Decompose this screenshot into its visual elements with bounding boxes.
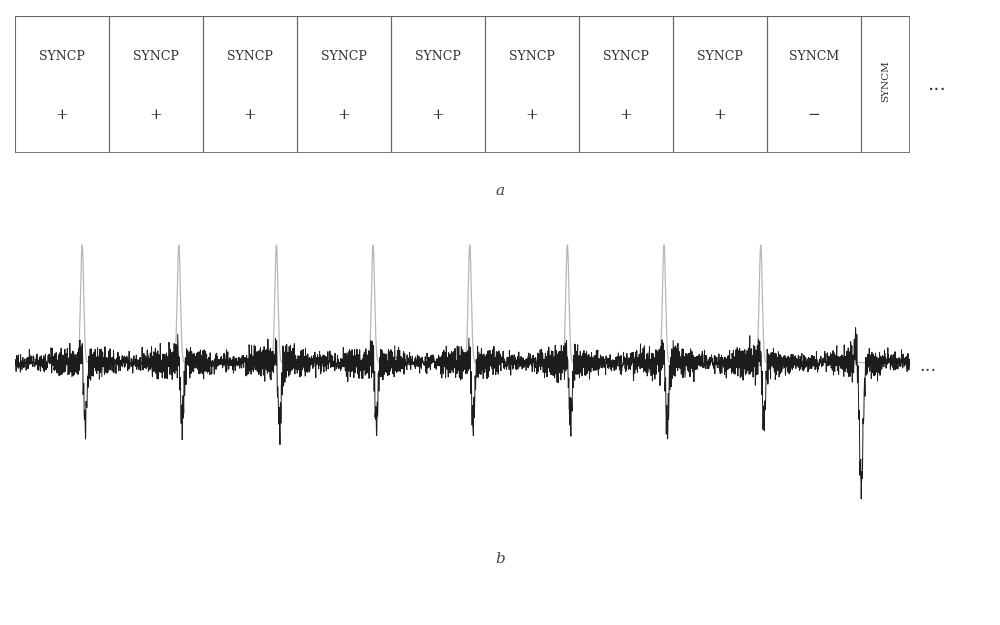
Text: +: + bbox=[338, 107, 350, 122]
Text: SYNCP: SYNCP bbox=[321, 51, 367, 63]
Text: SYNCM: SYNCM bbox=[789, 51, 839, 63]
Text: ...: ... bbox=[919, 357, 936, 374]
Text: SYNCP: SYNCP bbox=[39, 51, 85, 63]
Bar bbox=[391, 16, 485, 153]
Bar bbox=[109, 16, 203, 153]
Text: SYNCP: SYNCP bbox=[697, 51, 743, 63]
Text: +: + bbox=[56, 107, 68, 122]
Text: +: + bbox=[526, 107, 538, 122]
Text: +: + bbox=[150, 107, 162, 122]
Bar bbox=[485, 16, 579, 153]
Bar bbox=[297, 16, 391, 153]
Bar bbox=[579, 16, 673, 153]
Text: +: + bbox=[714, 107, 726, 122]
Bar bbox=[861, 16, 910, 153]
Text: −: − bbox=[808, 107, 820, 122]
Text: SYNCP: SYNCP bbox=[415, 51, 461, 63]
Text: b: b bbox=[495, 552, 505, 566]
Bar bbox=[203, 16, 297, 153]
Text: SYNCP: SYNCP bbox=[133, 51, 179, 63]
Bar bbox=[15, 16, 109, 153]
Text: +: + bbox=[620, 107, 632, 122]
Text: SYNCP: SYNCP bbox=[603, 51, 649, 63]
Text: SYNCM: SYNCM bbox=[881, 61, 890, 102]
Bar bbox=[767, 16, 861, 153]
Text: SYNCP: SYNCP bbox=[509, 51, 555, 63]
Text: +: + bbox=[244, 107, 256, 122]
Text: SYNCP: SYNCP bbox=[227, 51, 273, 63]
Text: a: a bbox=[495, 184, 505, 198]
Text: ...: ... bbox=[928, 75, 947, 94]
Text: +: + bbox=[432, 107, 444, 122]
Bar bbox=[673, 16, 767, 153]
